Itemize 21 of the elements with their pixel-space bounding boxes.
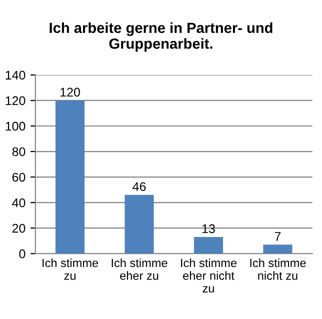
y-tick-label: 0 <box>19 249 26 258</box>
y-tick-label: 60 <box>12 172 26 182</box>
y-tick-label: 80 <box>12 147 26 156</box>
y-tick-label: 20 <box>12 224 26 233</box>
y-tick-label: 120 <box>6 96 26 106</box>
x-tick-label: Ich stimme zu <box>42 258 98 280</box>
x-tick-label: Ich stimme eher zu <box>112 258 168 280</box>
bar <box>124 194 154 254</box>
data-label: 7 <box>274 232 281 241</box>
bar <box>263 244 292 254</box>
y-tick-label: 100 <box>6 122 26 131</box>
data-label: 120 <box>60 88 80 97</box>
data-label: 46 <box>132 182 146 192</box>
x-tick-label: Ich stimme nicht zu <box>250 258 306 280</box>
bar <box>55 100 85 254</box>
y-tick-label: 40 <box>12 198 26 208</box>
data-label: 13 <box>202 224 215 234</box>
chart-title: Ich arbeite gerne in Partner- und Gruppenarbeit. <box>50 22 272 52</box>
y-tick-label: 140 <box>6 70 26 80</box>
x-tick-label: Ich stimme eher nicht zu <box>181 258 237 293</box>
bar <box>194 237 224 254</box>
